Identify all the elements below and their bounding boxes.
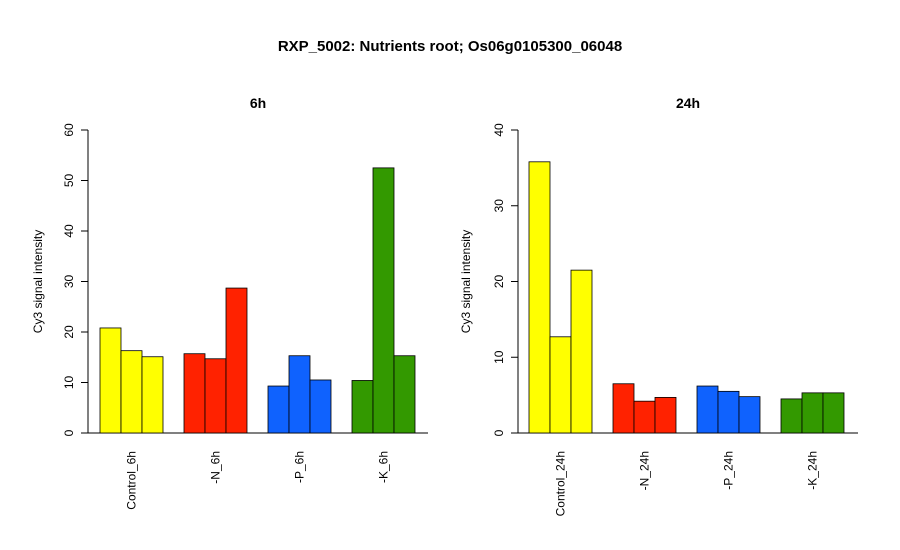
x-category-label: -K_24h <box>806 451 820 490</box>
bar <box>717 390 740 434</box>
y-tick-label: 0 <box>492 429 506 436</box>
x-category-label: -K_6h <box>377 451 391 483</box>
bar <box>372 167 395 434</box>
bar <box>528 161 551 434</box>
bar <box>393 355 416 434</box>
bar <box>183 353 206 434</box>
bar <box>288 355 311 434</box>
bar <box>633 400 656 434</box>
y-tick-label: 40 <box>62 224 76 238</box>
bar <box>738 396 761 434</box>
y-tick-label: 0 <box>62 429 76 436</box>
bar <box>204 358 227 434</box>
bar <box>801 392 824 434</box>
bar <box>570 269 593 434</box>
bar <box>654 396 677 434</box>
figure-title: RXP_5002: Nutrients root; Os06g0105300_0… <box>277 38 623 55</box>
bar <box>225 287 248 434</box>
bar <box>141 356 164 434</box>
y-tick-label: 40 <box>492 123 506 137</box>
panel-title: 6h <box>250 95 266 111</box>
y-tick-label: 10 <box>492 350 506 364</box>
x-category-label: Control_24h <box>554 451 568 516</box>
y-tick-label: 20 <box>62 325 76 339</box>
bar <box>120 350 143 434</box>
bar <box>99 327 122 434</box>
y-tick-label: 20 <box>492 275 506 289</box>
x-category-label: -N_6h <box>209 451 223 484</box>
x-category-label: -P_6h <box>293 451 307 483</box>
y-tick-label: 10 <box>62 376 76 390</box>
x-category-label: -N_24h <box>638 451 652 490</box>
y-axis-label: Cy3 signal intensity <box>459 230 473 333</box>
x-category-label: -P_24h <box>722 451 736 490</box>
panel-title: 24h <box>676 95 700 111</box>
y-tick-label: 50 <box>62 174 76 188</box>
y-tick-label: 60 <box>62 123 76 137</box>
bar <box>549 336 572 434</box>
y-tick-label: 30 <box>62 275 76 289</box>
y-axis-label: Cy3 signal intensity <box>31 230 45 333</box>
bar <box>696 385 719 434</box>
bar <box>351 380 374 434</box>
bar <box>780 398 803 434</box>
x-category-label: Control_6h <box>125 451 139 510</box>
bar <box>267 385 290 434</box>
y-tick-label: 30 <box>492 199 506 213</box>
bar <box>822 392 845 434</box>
bar <box>309 379 332 434</box>
bar <box>612 383 635 434</box>
